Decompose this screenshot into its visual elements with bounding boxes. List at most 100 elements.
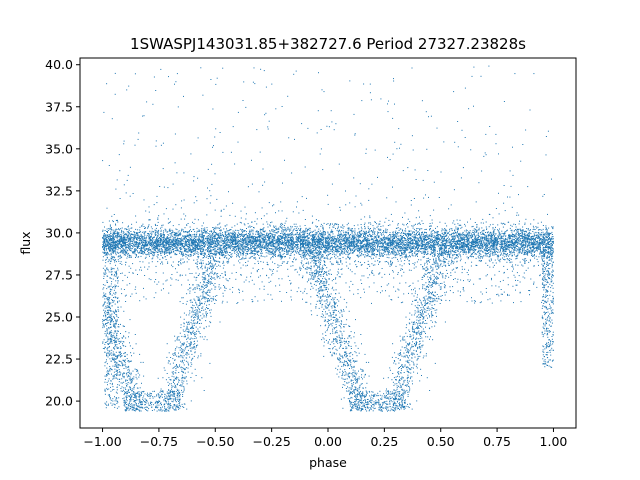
data-point (313, 252, 315, 254)
data-point (275, 229, 277, 231)
data-point (198, 239, 200, 241)
data-point (374, 222, 376, 223)
data-point (392, 244, 394, 246)
data-point (441, 242, 443, 244)
data-point (332, 246, 333, 248)
data-point (551, 234, 553, 235)
data-point (543, 247, 545, 249)
data-point (540, 249, 541, 251)
data-point (337, 231, 339, 233)
data-point (283, 241, 285, 243)
data-point (235, 239, 237, 241)
data-point (309, 229, 311, 231)
data-point (347, 229, 349, 231)
data-point (338, 247, 340, 249)
data-point (365, 236, 367, 238)
data-point (419, 229, 421, 231)
data-point (543, 239, 545, 241)
data-point (119, 234, 120, 236)
data-point (202, 242, 204, 244)
data-point (165, 229, 167, 231)
data-point (261, 245, 263, 247)
data-point (477, 256, 479, 258)
data-point (397, 224, 399, 226)
data-point (416, 246, 418, 248)
data-point (505, 244, 507, 246)
data-point (201, 238, 203, 240)
data-point (396, 233, 398, 235)
data-point (550, 245, 551, 247)
data-point (540, 243, 542, 244)
data-point (199, 252, 201, 254)
data-point (383, 231, 385, 233)
data-point (262, 242, 264, 244)
data-point (237, 243, 239, 245)
data-point (151, 238, 153, 240)
data-point (407, 233, 409, 235)
data-point (438, 243, 439, 245)
data-point (207, 257, 209, 259)
data-point (365, 251, 367, 253)
data-point (327, 258, 329, 260)
data-point (283, 242, 285, 243)
data-point (320, 260, 322, 262)
data-point (322, 225, 324, 227)
data-point (471, 239, 473, 241)
data-point (352, 239, 354, 241)
data-point (154, 249, 156, 251)
data-point (148, 234, 150, 236)
data-point (370, 246, 372, 248)
data-point (194, 234, 196, 236)
data-point (168, 237, 170, 239)
data-point (342, 248, 344, 250)
data-point (506, 239, 508, 241)
data-point (282, 247, 283, 249)
data-point (306, 233, 308, 234)
data-point (524, 233, 526, 234)
data-point (498, 241, 500, 243)
data-point (151, 254, 153, 256)
data-point (387, 261, 389, 263)
data-point (547, 255, 548, 257)
data-point (202, 241, 204, 243)
data-point (155, 239, 157, 241)
data-point (296, 237, 298, 238)
data-point (387, 251, 389, 253)
data-point (351, 252, 353, 254)
data-point (321, 242, 322, 244)
data-point (237, 236, 239, 238)
data-point (315, 247, 317, 249)
data-point (430, 243, 432, 245)
data-point (159, 241, 161, 243)
data-point (448, 248, 450, 249)
data-point (493, 239, 495, 241)
data-point (304, 235, 306, 237)
data-point (511, 244, 513, 246)
data-point (318, 240, 320, 242)
data-point (374, 236, 376, 237)
data-point (408, 239, 409, 241)
data-point (413, 248, 415, 250)
data-point (169, 229, 171, 231)
data-point (438, 234, 440, 236)
data-point (301, 241, 303, 243)
data-point (115, 224, 117, 226)
data-point (364, 222, 366, 224)
data-point (191, 249, 193, 251)
data-point (403, 240, 405, 242)
data-point (290, 238, 292, 240)
data-point (209, 237, 211, 239)
data-point (201, 228, 202, 230)
data-point (277, 235, 279, 237)
data-point (424, 252, 426, 254)
data-point (193, 239, 194, 241)
data-point (434, 239, 436, 241)
data-point (111, 229, 113, 230)
data-point (525, 244, 527, 246)
data-point (535, 250, 536, 252)
data-point (160, 227, 161, 229)
data-point (517, 249, 518, 251)
data-point (183, 254, 185, 256)
data-point (447, 237, 449, 239)
data-point (145, 253, 147, 255)
